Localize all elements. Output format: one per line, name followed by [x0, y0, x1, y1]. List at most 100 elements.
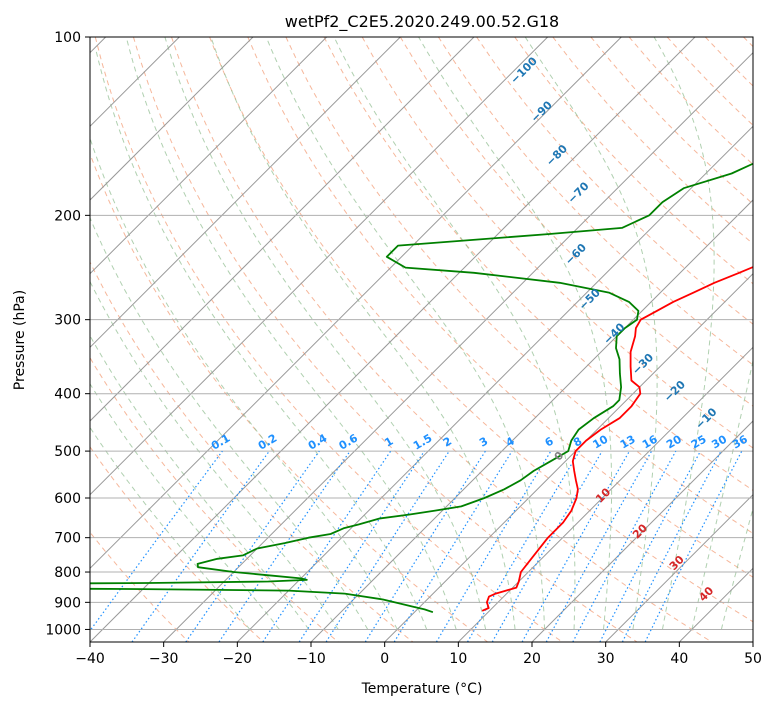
moist-adiabat-label: 30 [667, 553, 687, 573]
dry-adiabat-line [209, 37, 753, 623]
mixing-ratio-label: 6 [543, 434, 556, 449]
mixing-ratio-label: 36 [730, 432, 750, 451]
y-tick-label: 600 [54, 491, 81, 507]
isotherm-line [236, 125, 753, 642]
mixing-ratio-label: 20 [664, 432, 684, 451]
chart-title: wetPf2_C2E5.2020.249.00.52.G18 [285, 12, 559, 32]
dry-adiabat-label: −100 [508, 54, 540, 86]
x-tick-label: −20 [223, 651, 253, 667]
mixing-ratio-line [599, 450, 702, 642]
isotherm-line [90, 37, 401, 349]
moist-adiabat-line [210, 37, 516, 630]
y-tick-label: 200 [54, 208, 81, 224]
x-tick-label: 40 [670, 651, 688, 667]
y-tick-label: 800 [54, 565, 81, 581]
mixing-ratio-line [262, 450, 392, 642]
dry-adiabat-line [247, 37, 753, 578]
dry-adiabat-line [476, 37, 753, 325]
mixing-ratio-line [644, 450, 743, 642]
x-tick-label: 10 [449, 651, 467, 667]
isotherm-line [90, 37, 475, 422]
moist-adiabat-line [90, 136, 398, 630]
mixing-ratio-label: 1 [382, 435, 395, 450]
isotherm-line [531, 420, 753, 642]
mixing-ratio-line [466, 450, 580, 642]
mixing-ratio-label: 13 [618, 433, 638, 452]
x-tick-label: 30 [597, 651, 615, 667]
dry-adiabat-label: −30 [630, 351, 657, 378]
x-axis-label: Temperature (°C) [361, 681, 483, 697]
dry-adiabat-line [666, 37, 753, 126]
isotherm-line [90, 37, 549, 496]
isotherm-line [90, 37, 696, 642]
x-tick-label: −10 [296, 651, 326, 667]
isotherm-line [752, 641, 753, 642]
dry-adiabat-line [437, 37, 753, 366]
mixing-ratio-line [393, 450, 513, 642]
y-tick-label: 900 [54, 595, 81, 611]
moist-adiabat-line [90, 216, 369, 630]
dry-adiabat-line [743, 37, 753, 48]
mixing-ratio-label: 25 [689, 433, 709, 452]
mixing-ratio-label: 1.5 [411, 432, 434, 453]
dry-adiabat-line [90, 152, 488, 642]
dry-adiabat-label: −90 [528, 98, 555, 125]
isotherm-line [605, 493, 753, 642]
x-axis: −40 −30 −20 −10 0 10 20 30 40 50 [75, 642, 762, 667]
dry-adiabat-label: −60 [563, 241, 590, 268]
dry-adiabat-line [90, 531, 190, 642]
moist-adiabat-label: 10 [593, 485, 613, 505]
dry-adiabat-line [132, 37, 638, 642]
mixing-ratio-line [185, 450, 320, 642]
mixing-ratio-label: 30 [709, 432, 729, 451]
dry-adiabat-line [704, 37, 753, 87]
moist-adiabat-line [720, 506, 753, 630]
dewpoint-profile [90, 162, 753, 614]
x-tick-label: −40 [75, 651, 105, 667]
dry-adiabat-line [90, 356, 339, 642]
mixing-ratio-line [435, 450, 552, 642]
y-tick-label: 500 [54, 444, 81, 460]
isotherm-line [457, 346, 753, 642]
mixing-ratio-line [131, 450, 270, 642]
dry-adiabat-line [90, 260, 414, 642]
isotherm-line [310, 199, 753, 642]
y-tick-label: 400 [54, 387, 81, 403]
moist-adiabat-label: 20 [630, 521, 650, 541]
y-tick-label: 700 [54, 531, 81, 547]
moist-adiabat-line [90, 280, 339, 630]
isotherm-line [163, 51, 753, 642]
mixing-ratio-line [572, 450, 677, 642]
x-tick-label: 0 [380, 651, 389, 667]
mixing-ratio-label: 8 [571, 435, 584, 450]
dry-adiabat-label: −20 [661, 378, 688, 405]
dry-adiabat-line [399, 37, 753, 407]
mixing-ratio-label: 2 [441, 435, 454, 450]
x-tick-label: 50 [744, 651, 762, 667]
isotherm-line [384, 272, 753, 642]
dry-adiabat-label: −10 [693, 405, 720, 432]
mixing-ratio-line [364, 450, 486, 642]
moist-adiabat-line [691, 358, 753, 630]
mixing-ratio-line [545, 450, 653, 642]
dry-adiabat-label: −40 [601, 320, 628, 347]
mixing-ratio-line [218, 450, 351, 642]
moist-adiabat-line [418, 37, 613, 630]
mixing-ratio-line [325, 450, 450, 642]
moist-adiabat-line [333, 37, 576, 630]
moist-adiabat-line [90, 426, 251, 630]
dry-adiabat-line [94, 37, 563, 642]
mixing-ratio-label: 3 [477, 435, 490, 450]
moist-adiabat-line [95, 49, 428, 630]
y-tick-label: 1000 [45, 622, 81, 638]
y-axis-label: Pressure (hPa) [12, 290, 28, 390]
mixing-ratio-line [90, 450, 223, 632]
y-tick-label: 100 [54, 30, 81, 46]
moist-adiabat-line [125, 37, 457, 630]
isotherm-line [678, 567, 753, 642]
mixing-ratio-label: 0.4 [306, 431, 330, 452]
y-tick-label: 300 [54, 313, 81, 329]
mixing-ratio-label: 16 [640, 432, 660, 451]
moist-adiabat-line [524, 37, 658, 630]
